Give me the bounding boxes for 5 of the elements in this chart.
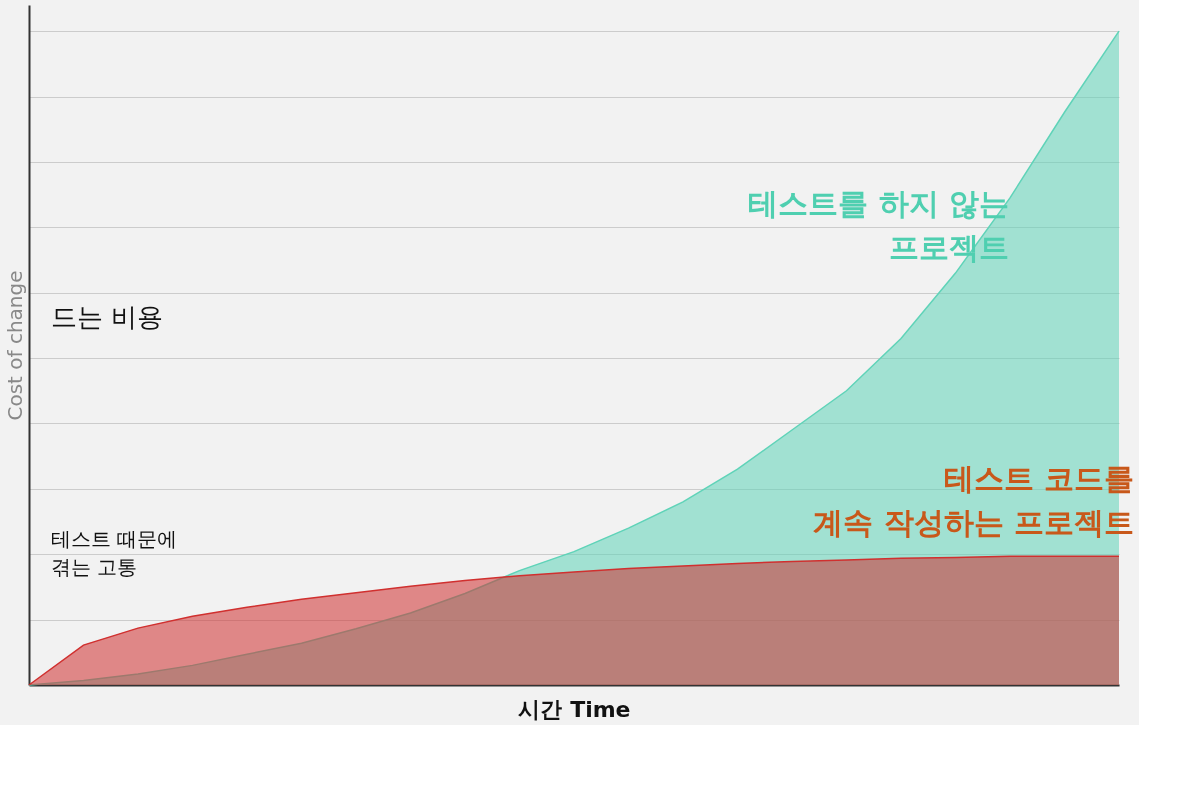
annotation: 테스트 때문에 겪는 고통	[51, 527, 178, 579]
y-axis-title: Cost of change	[2, 270, 27, 421]
annotation: 드는 비용	[51, 302, 164, 332]
x-axis-title: 시간 Time	[518, 696, 631, 722]
series-label: 테스트 코드를 계속 작성하는 프로젝트	[813, 461, 1134, 540]
